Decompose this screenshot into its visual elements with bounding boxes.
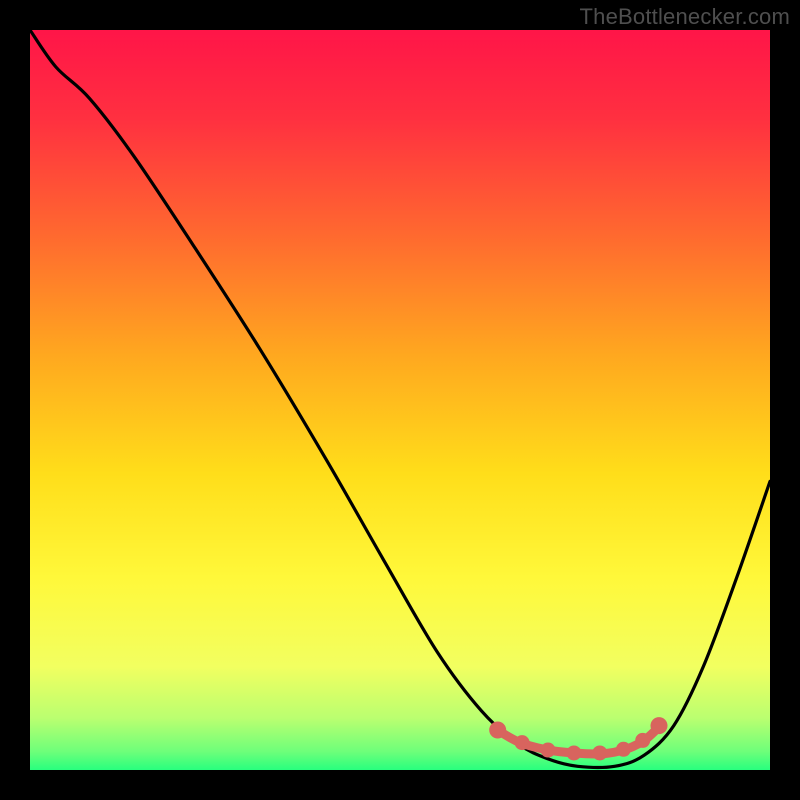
necklace-bead	[592, 745, 607, 760]
necklace-bead	[566, 745, 581, 760]
necklace-bead	[635, 733, 650, 748]
bottleneck-curve-chart	[0, 0, 800, 800]
necklace-bead	[541, 743, 556, 758]
necklace-bead	[515, 735, 530, 750]
chart-canvas: TheBottlenecker.com	[0, 0, 800, 800]
watermark-text: TheBottlenecker.com	[580, 4, 790, 30]
necklace-bead	[489, 722, 506, 739]
necklace-bead	[616, 742, 631, 757]
necklace-bead	[651, 717, 668, 734]
plot-background	[30, 30, 770, 770]
